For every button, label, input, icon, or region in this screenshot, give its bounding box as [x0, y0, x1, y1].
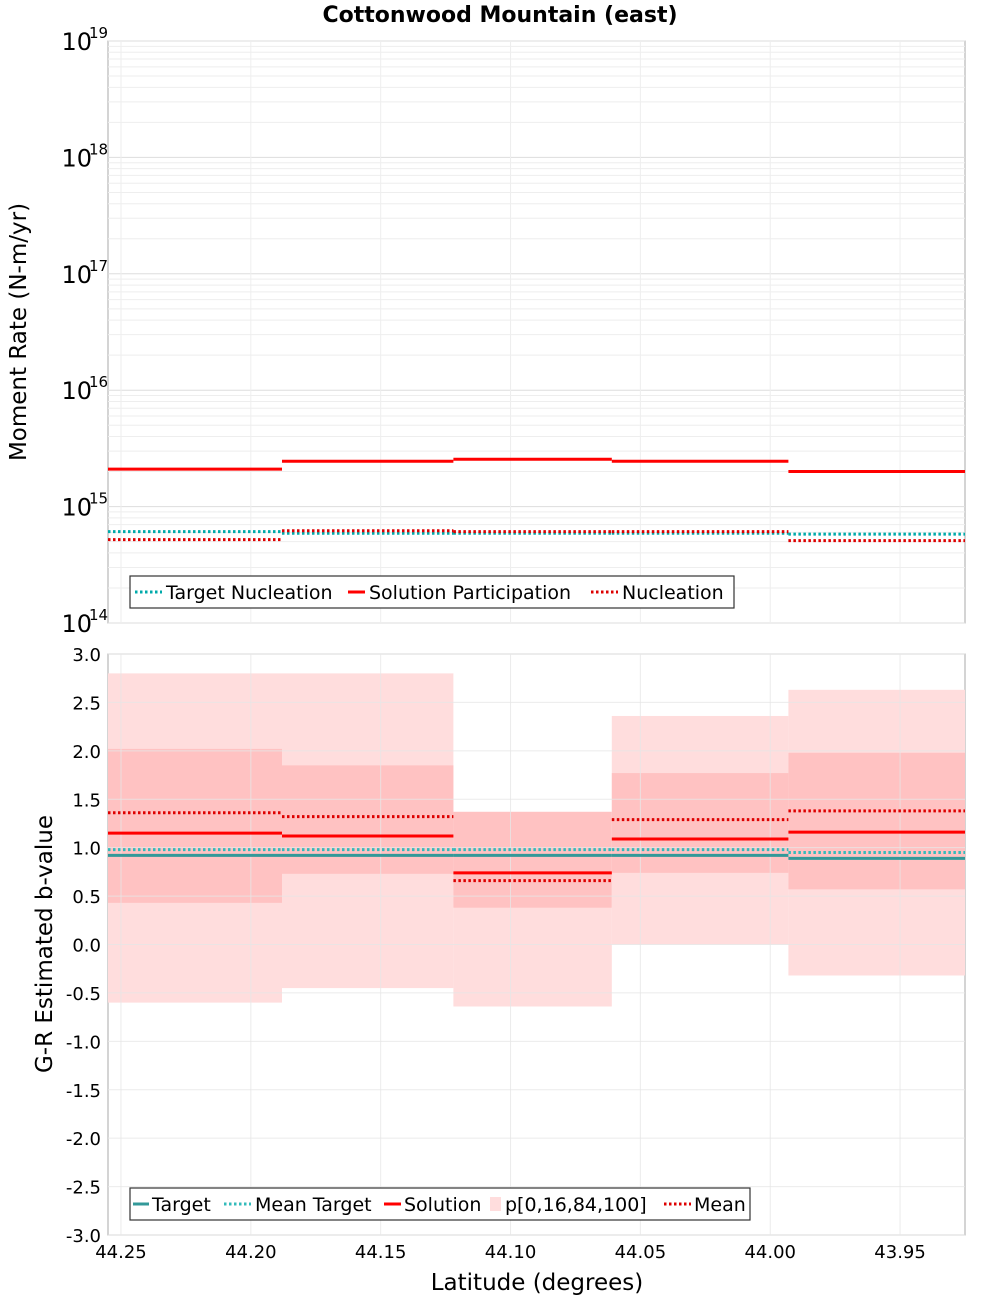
b-value-grid	[108, 653, 965, 1236]
legend-swatch-percentile-band	[490, 1197, 501, 1211]
b-value-panel: -3.0 -2.5 -2.0 -1.5 -1.0 -0.5 0.0 0.5 1.0 1.5 2.0 2…	[32, 645, 966, 1296]
y-tick-label-exponent: 19	[89, 24, 108, 42]
y-tick-label: 1.0	[72, 839, 101, 860]
x-tick-label: 44.05	[615, 1242, 667, 1263]
x-tick-label: 44.25	[95, 1242, 147, 1263]
y-tick-label: -2.0	[66, 1129, 101, 1150]
legend-label-mean-target: Mean Target	[255, 1194, 372, 1216]
moment-rate-grid	[108, 40, 965, 624]
y-tick-label-exponent: 17	[89, 257, 108, 275]
y-tick-label: 1.5	[72, 790, 101, 811]
y-tick-label-exponent: 18	[89, 140, 108, 158]
y-tick-label: -1.5	[66, 1081, 101, 1102]
y-tick-label-base: 10	[61, 610, 92, 638]
x-axis-label: Latitude (degrees)	[431, 1270, 644, 1296]
band-inner-p16-p84	[108, 748, 282, 903]
legend-label-target: Target	[151, 1194, 211, 1216]
moment-rate-y-label: Moment Rate (N-m/yr)	[6, 203, 32, 461]
legend-label-solution: Solution	[404, 1194, 481, 1216]
b-value-y-ticks: -3.0 -2.5 -2.0 -1.5 -1.0 -0.5 0.0 0.5 1.0 1.5 2.0 2…	[66, 645, 101, 1247]
x-tick-label: 44.20	[225, 1242, 277, 1263]
band-inner-p16-p84	[611, 773, 789, 873]
y-tick-label-base: 10	[61, 28, 92, 56]
moment-rate-plot-area	[107, 40, 966, 624]
y-tick-label: -2.5	[66, 1178, 101, 1199]
x-tick-label: 44.10	[485, 1242, 537, 1263]
b-value-y-label: G-R Estimated b-value	[32, 815, 58, 1073]
legend-label-nucleation: Nucleation	[622, 582, 724, 604]
band-inner-p16-p84	[453, 811, 612, 908]
y-tick-label-base: 10	[61, 377, 92, 405]
x-tick-label: 44.15	[355, 1242, 407, 1263]
x-ticks: 44.25 44.20 44.15 44.10 44.05 44.00 43.95	[95, 1242, 926, 1263]
x-tick-label: 43.95	[874, 1242, 926, 1263]
legend-label-mean: Mean	[694, 1194, 746, 1216]
b-value-series	[108, 809, 965, 883]
b-value-legend: Target Mean Target Solution p[0,16,84,10…	[129, 1187, 751, 1221]
y-tick-label: 2.5	[72, 693, 101, 714]
legend-label-solution-participation: Solution Participation	[369, 582, 571, 604]
moment-rate-legend: Target Nucleation Solution Participation…	[129, 575, 735, 609]
y-tick-label: 2.0	[72, 742, 101, 763]
legend-label-target-nucleation: Target Nucleation	[165, 582, 333, 604]
y-tick-label: -1.0	[66, 1032, 101, 1053]
y-tick-label-exponent: 15	[89, 490, 108, 508]
y-tick-label: 0.5	[72, 887, 101, 908]
legend-label-percentile-band: p[0,16,84,100]	[505, 1194, 647, 1216]
y-tick-label-base: 10	[61, 261, 92, 289]
y-tick-label-exponent: 14	[89, 606, 108, 624]
y-tick-label: -0.5	[66, 984, 101, 1005]
y-tick-label: 3.0	[72, 645, 101, 666]
y-tick-label: 0.0	[72, 936, 101, 957]
band-inner-p16-p84	[788, 752, 965, 890]
band-inner-p16-p84	[281, 765, 454, 874]
x-tick-label: 44.00	[744, 1242, 796, 1263]
y-tick-label-base: 10	[61, 144, 92, 172]
y-tick-label: -3.0	[66, 1226, 101, 1247]
moment-rate-legend-box	[129, 575, 735, 609]
moment-rate-series	[108, 457, 965, 543]
b-value-legend-box	[129, 1187, 751, 1221]
y-tick-label-base: 10	[61, 494, 92, 522]
y-tick-label-exponent: 16	[89, 373, 108, 391]
chart-title: Cottonwood Mountain (east)	[322, 3, 677, 28]
